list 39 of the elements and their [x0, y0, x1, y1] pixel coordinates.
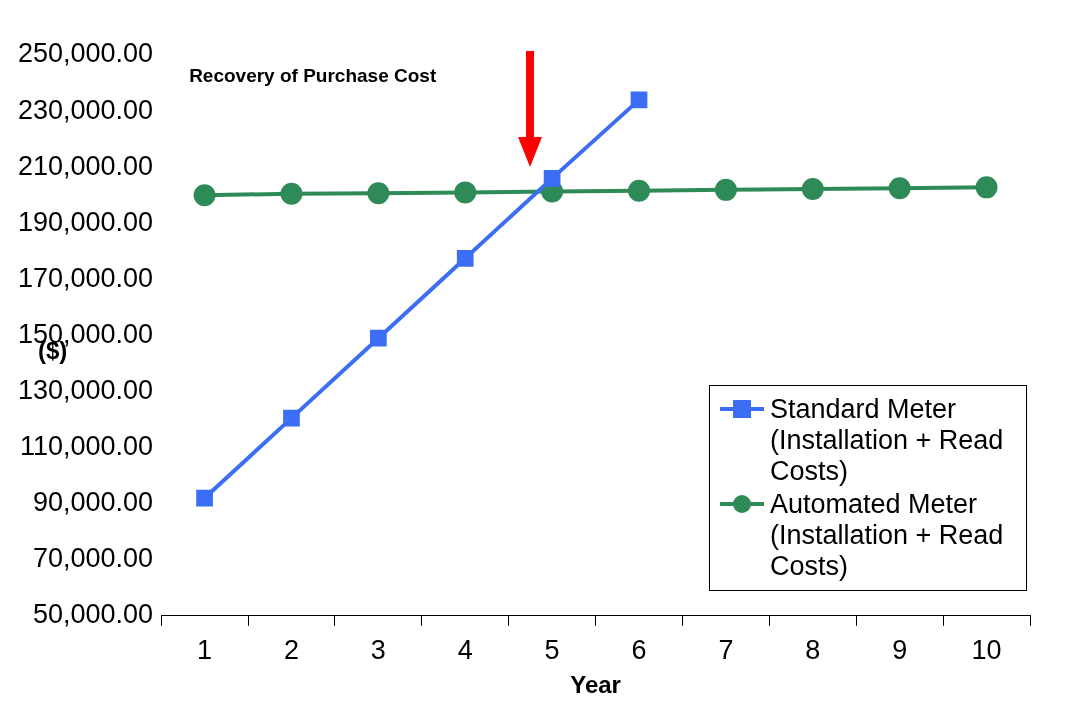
point	[280, 182, 303, 205]
point	[630, 91, 648, 109]
y-tick-label: 50,000.00	[33, 599, 154, 630]
x-tick-label: 7	[718, 635, 734, 666]
point	[193, 184, 216, 207]
y-tick-label: 70,000.00	[33, 543, 154, 574]
y-tick-label: 90,000.00	[33, 487, 154, 518]
x-tick-label: 3	[370, 635, 386, 666]
point	[543, 170, 561, 187]
y-tick-label: 110,000.00	[19, 431, 154, 462]
legend-label: Automated Meter (Installation + Read Costs)	[770, 488, 1005, 582]
y-tick-label: 230,000.00	[17, 94, 154, 125]
point	[196, 489, 213, 507]
point	[367, 182, 390, 205]
y-tick-label: 250,000.00	[17, 38, 154, 69]
point	[454, 181, 477, 204]
x-tick-label: 1	[197, 635, 213, 666]
annotation: Recovery of Purchase Cost	[189, 65, 437, 86]
x-tick-label: 5	[544, 635, 560, 666]
x-tick-label: 9	[892, 635, 908, 666]
point	[975, 176, 998, 199]
y-tick-label: 190,000.00	[17, 206, 154, 237]
point	[369, 329, 387, 347]
point	[801, 178, 824, 201]
point	[628, 179, 651, 202]
point	[888, 177, 911, 200]
x-tick-label: 10	[971, 635, 1002, 666]
legend-label: Standard Meter (Installation + Read Costs)	[770, 393, 1005, 487]
y-tick-label: 210,000.00	[17, 150, 154, 181]
y-tick-label: 170,000.00	[17, 262, 154, 293]
point	[456, 249, 474, 267]
point	[283, 409, 300, 427]
point	[714, 178, 737, 201]
x-axis-title: Year	[570, 671, 621, 699]
x-tick-label: 6	[631, 635, 647, 666]
x-tick-label: 4	[457, 635, 473, 666]
y-tick-label: 130,000.00	[17, 374, 154, 405]
x-tick-label: 8	[805, 635, 821, 666]
x-tick-label: 2	[283, 635, 299, 666]
